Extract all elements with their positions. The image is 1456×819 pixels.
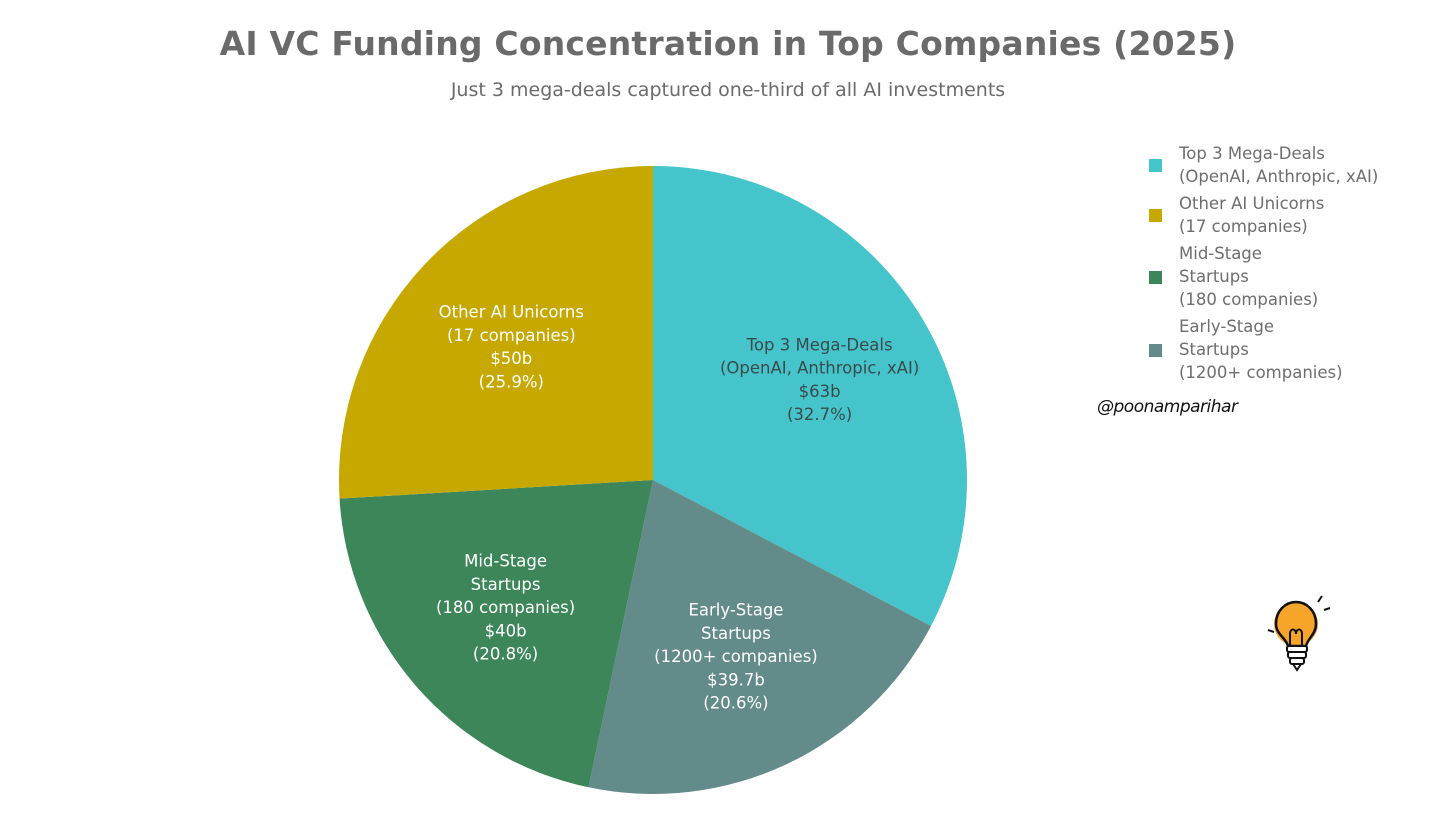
legend-label: Top 3 Mega-Deals (OpenAI, Anthropic, xAI… xyxy=(1179,144,1379,186)
legend-swatch xyxy=(1149,159,1162,172)
legend-swatch xyxy=(1149,270,1162,284)
author-handle: @poonamparihar xyxy=(1097,397,1238,417)
slice-label-unicorns: Other AI Unicorns (17 companies) $50b (25.9… xyxy=(439,303,584,392)
chart-title: AI VC Funding Concentration in Top Compa… xyxy=(219,24,1237,63)
slice-label-early: Early-Stage Startups (1200+ companies) $39.… xyxy=(654,601,818,713)
pie-slice-early xyxy=(588,480,932,795)
legend-label: Mid-Stage Startups (180 companies) xyxy=(1179,244,1319,309)
legend-item-unicorns: Other AI Unicorns (17 companies) xyxy=(1149,192,1449,238)
pie-slice-mid xyxy=(339,480,653,788)
pie-chart: Top 3 Mega-Deals (OpenAI, Anthropic, xAI)… xyxy=(338,166,967,795)
legend-item-mid: Mid-Stage Startups (180 companies) xyxy=(1149,242,1449,311)
legend-swatch xyxy=(1149,343,1162,357)
legend-item-early: Early-Stage Startups (1200+ companies) xyxy=(1149,315,1449,384)
pie-slices xyxy=(338,166,967,795)
legend-item-top3: Top 3 Mega-Deals (OpenAI, Anthropic, xAI… xyxy=(1149,142,1449,188)
legend-label: Other AI Unicorns (17 companies) xyxy=(1179,194,1325,236)
pie-slice-top3 xyxy=(653,166,967,626)
pie-labels: Top 3 Mega-Deals (OpenAI, Anthropic, xAI)… xyxy=(436,303,919,713)
lightbulb-icon xyxy=(1267,595,1331,672)
legend: Top 3 Mega-Deals (OpenAI, Anthropic, xAI… xyxy=(1149,142,1449,388)
slice-label-top3: Top 3 Mega-Deals (OpenAI, Anthropic, xAI)… xyxy=(720,335,919,424)
legend-label: Early-Stage Startups (1200+ companies) xyxy=(1179,317,1343,382)
legend-swatch xyxy=(1149,209,1162,222)
chart-subtitle: Just 3 mega-deals captured one-third of … xyxy=(450,79,1006,101)
pie-slice-unicorns xyxy=(338,166,653,499)
slice-label-mid: Mid-Stage Startups (180 companies) $40b (20.… xyxy=(436,552,575,664)
